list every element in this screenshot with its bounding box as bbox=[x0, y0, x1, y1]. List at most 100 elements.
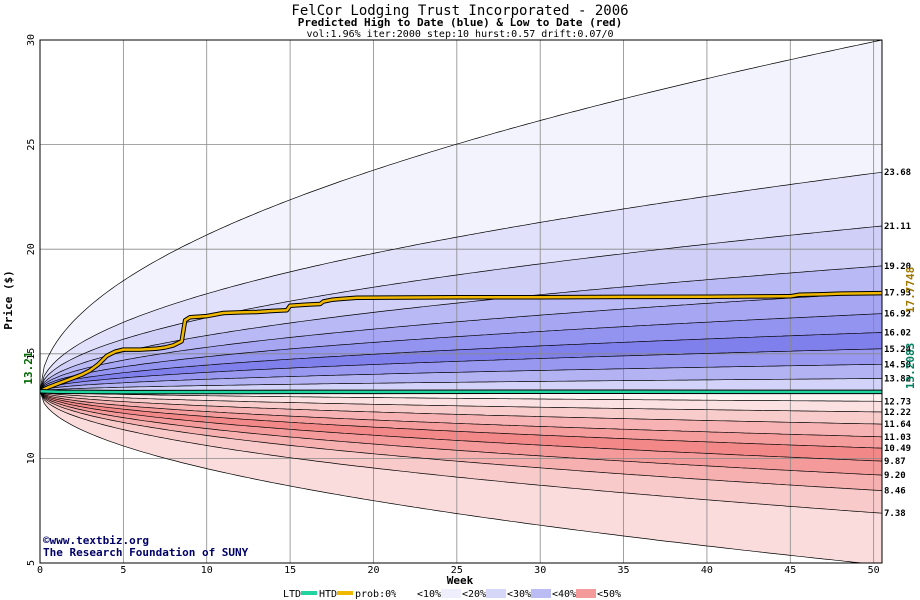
high-band-line bbox=[40, 225, 882, 392]
y-tick-label: 30 bbox=[26, 34, 37, 46]
y-tick-label: 15 bbox=[26, 348, 37, 360]
legend-ltd-swatch bbox=[301, 591, 317, 595]
high-band bbox=[40, 292, 882, 392]
y-tick-label: 10 bbox=[26, 452, 37, 464]
high-band bbox=[40, 313, 882, 392]
x-tick-label: 45 bbox=[784, 565, 796, 576]
high-band bbox=[40, 40, 882, 392]
x-tick-label: 25 bbox=[451, 565, 463, 576]
low-band-line bbox=[40, 390, 882, 413]
high-band-line bbox=[40, 348, 882, 392]
band-end-labels: 23.68 21.11 19.20 17.93 16.92 16.02 15.24 14.50… bbox=[884, 168, 912, 519]
legend-item-label: <30% bbox=[507, 589, 531, 600]
high-band-line bbox=[40, 171, 882, 392]
x-tick-label: 20 bbox=[367, 565, 379, 576]
high-band-line bbox=[40, 313, 882, 392]
y-axis-ticks: 5 10 15 20 25 30 bbox=[26, 34, 37, 566]
x-tick-label: 50 bbox=[868, 565, 880, 576]
end-high-label: 17.7748 bbox=[904, 267, 917, 313]
legend-item-label: <40% bbox=[552, 589, 576, 600]
chart-subtitle: Predicted High to Date (blue) & Low to D… bbox=[298, 16, 623, 29]
low-band-line bbox=[40, 390, 882, 425]
low-band-line bbox=[40, 390, 882, 449]
x-tick-label: 5 bbox=[120, 565, 126, 576]
y-tick-label: 25 bbox=[26, 139, 37, 151]
legend-htd-swatch bbox=[337, 591, 353, 595]
legend-swatch bbox=[531, 589, 551, 598]
ltd-line bbox=[40, 389, 882, 394]
high-band-line bbox=[40, 40, 882, 392]
legend-prob-label: prob:0% bbox=[355, 589, 397, 600]
low-band-line bbox=[40, 390, 882, 402]
high-band-end-label: 19.20 bbox=[884, 262, 911, 272]
y-axis-label: Price ($) bbox=[2, 270, 15, 330]
x-axis-label: Week bbox=[447, 574, 474, 587]
low-band-line bbox=[40, 390, 882, 438]
low-band-line bbox=[40, 391, 865, 563]
low-band-end-label: 9.20 bbox=[884, 471, 906, 481]
band-boundaries bbox=[40, 40, 882, 563]
low-band-end-label: 11.03 bbox=[884, 433, 911, 443]
high-band-end-label: 14.50 bbox=[884, 360, 911, 370]
high-band-line bbox=[40, 378, 882, 392]
high-band-end-label: 23.68 bbox=[884, 168, 911, 178]
low-band-line bbox=[40, 390, 882, 476]
high-band-end-label: 16.02 bbox=[884, 328, 911, 338]
low-band-end-label: 8.46 bbox=[884, 487, 906, 497]
low-band bbox=[40, 391, 882, 476]
htd-line bbox=[40, 291, 882, 393]
high-band bbox=[40, 378, 882, 392]
low-band bbox=[40, 391, 882, 563]
low-band-end-label: 11.64 bbox=[884, 420, 912, 430]
legend-swatch bbox=[576, 589, 596, 598]
high-band-line bbox=[40, 363, 882, 392]
high-band-line bbox=[40, 332, 882, 392]
x-tick-label: 35 bbox=[618, 565, 630, 576]
high-band bbox=[40, 172, 882, 392]
high-band-end-label: 21.11 bbox=[884, 222, 911, 232]
x-tick-label: 15 bbox=[284, 565, 296, 576]
high-band bbox=[40, 332, 882, 392]
legend-item-label: <10% bbox=[417, 589, 441, 600]
high-band-end-label: 17.93 bbox=[884, 289, 911, 299]
copyright-symbol: © bbox=[43, 534, 50, 547]
low-band-end-label: 7.38 bbox=[884, 509, 906, 519]
x-tick-label: 30 bbox=[534, 565, 546, 576]
low-band bbox=[40, 391, 882, 514]
legend-htd-label: HTD bbox=[319, 589, 337, 600]
low-band-line bbox=[40, 391, 882, 491]
high-band-end-label: 13.82 bbox=[884, 374, 911, 384]
low-band bbox=[40, 391, 882, 437]
high-band bbox=[40, 364, 882, 392]
high-band bbox=[40, 226, 882, 392]
x-tick-label: 0 bbox=[37, 565, 43, 576]
legend: LTD HTD prob:0% <10% <20% <30% <40% <50% bbox=[283, 589, 621, 600]
low-band-end-label: 10.49 bbox=[884, 444, 911, 454]
x-tick-label: 10 bbox=[201, 565, 213, 576]
legend-swatch bbox=[486, 589, 506, 598]
legend-item-label: <50% bbox=[597, 589, 621, 600]
high-band-end-label: 15.24 bbox=[884, 345, 912, 355]
start-price-label: 13.21 bbox=[22, 351, 35, 384]
low-band-line bbox=[40, 390, 882, 462]
legend-swatch bbox=[441, 589, 461, 598]
high-band bbox=[40, 348, 882, 392]
series-lines bbox=[40, 290, 882, 395]
y-tick-label: 5 bbox=[26, 560, 37, 566]
legend-swatch bbox=[396, 589, 416, 598]
legend-ltd-label: LTD bbox=[283, 589, 301, 600]
high-band-line bbox=[40, 292, 882, 392]
legend-item-label: <20% bbox=[462, 589, 486, 600]
low-band-line bbox=[40, 391, 882, 514]
chart-title: FelCor Lodging Trust Incorporated - 2006 bbox=[291, 3, 628, 19]
x-tick-label: 40 bbox=[701, 565, 713, 576]
high-band-end-label: 16.92 bbox=[884, 310, 911, 320]
probability-bands bbox=[40, 40, 882, 563]
low-band-end-label: 12.22 bbox=[884, 408, 911, 418]
credit-site: ©www.textbiz.org bbox=[43, 534, 149, 547]
credit-site-text: www.textbiz.org bbox=[50, 534, 149, 547]
low-band-end-label: 12.73 bbox=[884, 397, 911, 407]
end-low-label: 13.2083 bbox=[904, 343, 917, 389]
low-band bbox=[40, 391, 882, 491]
